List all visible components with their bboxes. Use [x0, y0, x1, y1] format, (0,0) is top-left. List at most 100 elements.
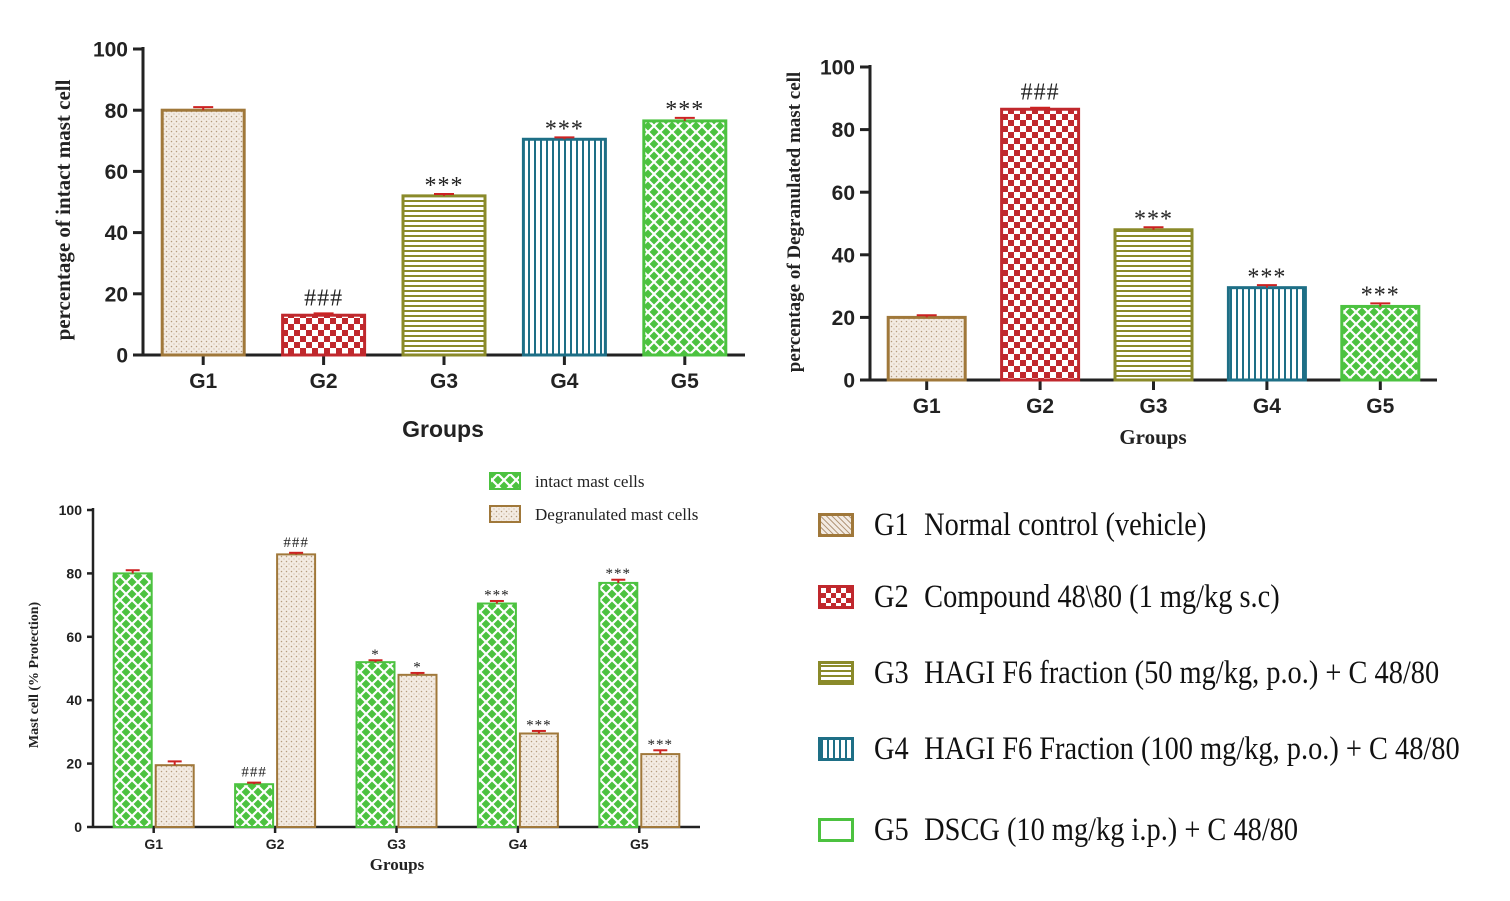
y-tick-label: 80: [105, 100, 128, 123]
chart-1: 0 20 40 60 80 100 G1 G2 G3 G4 G5 ### *** *** *** Groups…: [51, 39, 745, 442]
bar-g3: [1113, 228, 1194, 382]
x-tick-label: G5: [1366, 395, 1394, 418]
significance-label: ###: [1021, 80, 1060, 106]
y-tick-label: 60: [66, 629, 82, 645]
x-tick-label: G5: [671, 370, 699, 393]
bar-intact-g2: [234, 783, 275, 829]
significance-label: ***: [1361, 283, 1400, 309]
y-tick-label: 100: [59, 502, 83, 518]
x-tick-label: G3: [387, 836, 406, 852]
x-tick-label: G5: [630, 836, 649, 852]
y-tick-label: 100: [93, 39, 128, 62]
y-axis-title: Mast cell (% Protection): [27, 602, 42, 749]
bar-intact-g5: [598, 581, 639, 828]
bar-degranulated-g5: [640, 753, 681, 829]
significance-label: ###: [283, 535, 309, 551]
legend-code: G2: [874, 578, 909, 615]
significance-label: ###: [304, 285, 343, 311]
bar-degranulated-g2: [276, 553, 317, 828]
significance-label: *: [371, 647, 380, 663]
bar-degranulated-g1: [154, 764, 195, 828]
x-tick-label: G1: [913, 395, 941, 418]
legend-code: G5: [874, 811, 909, 848]
bar-g1: [160, 108, 246, 357]
bar-g2: [1000, 107, 1081, 382]
legend-swatch-g1: [818, 513, 854, 537]
legend-swatch-degranulated: [489, 505, 521, 523]
x-tick-label: G2: [266, 836, 285, 852]
legend-code: G3: [874, 654, 909, 691]
legend-swatch-g5: [818, 818, 854, 842]
bar-g3: [401, 194, 487, 357]
x-tick-label: G3: [430, 370, 458, 393]
legend-label: HAGI F6 fraction (50 mg/kg, p.o.) + C 48…: [924, 654, 1440, 691]
legend-item-g2: G2 Compound 48\80 (1 mg/kg s.c): [818, 577, 1346, 617]
bar-intact-g4: [476, 602, 517, 829]
significance-label: ***: [526, 717, 552, 733]
significance-label: ***: [665, 97, 704, 123]
y-tick-label: 0: [74, 819, 82, 835]
significance-label: ***: [606, 566, 632, 582]
bar-intact-g1: [112, 572, 153, 829]
significance-label: ***: [545, 117, 584, 143]
legend-label: HAGI F6 Fraction (100 mg/kg, p.o.) + C 4…: [924, 730, 1460, 767]
x-axis-title: Groups: [402, 416, 484, 442]
y-tick-label: 40: [832, 244, 855, 267]
x-tick-label: G4: [509, 836, 528, 852]
bar-intact-g3: [355, 661, 396, 828]
x-axis-title: Groups: [1119, 425, 1186, 449]
significance-label: ***: [425, 173, 464, 199]
x-tick-label: G2: [1026, 395, 1054, 418]
bar-g5: [642, 119, 728, 357]
bar-g2: [281, 313, 367, 357]
x-tick-label: G4: [1253, 395, 1281, 418]
x-axis-title: Groups: [370, 855, 425, 874]
y-tick-label: 60: [105, 161, 128, 184]
y-tick-label: 100: [820, 57, 855, 80]
legend-swatch-g4: [818, 737, 854, 761]
x-tick-label: G3: [1139, 395, 1167, 418]
legend-swatch-intact: [489, 472, 521, 490]
y-axis-title: percentage of intact mast cell: [51, 79, 75, 340]
y-tick-label: 0: [116, 345, 128, 368]
legend-label: Normal control (vehicle): [924, 506, 1207, 543]
significance-label: ###: [241, 765, 267, 781]
bar-g4: [1226, 286, 1307, 382]
bar-degranulated-g4: [518, 732, 559, 828]
y-tick-label: 20: [66, 756, 82, 772]
legend-label: Compound 48\80 (1 mg/kg s.c): [924, 578, 1280, 615]
y-tick-label: 40: [105, 222, 128, 245]
legend-item-g4: G4 HAGI F6 Fraction (100 mg/kg, p.o.) + C…: [818, 729, 1510, 769]
legend-item-g1: G1 Normal control (vehicle): [818, 505, 1260, 545]
legend-label: DSCG (10 mg/kg i.p.) + C 48/80: [924, 811, 1299, 848]
legend-swatch-g2: [818, 585, 854, 609]
legend-item-g5: G5 DSCG (10 mg/kg i.p.) + C 48/80: [818, 810, 1367, 850]
y-axis-title: percentage of Degranulated mast cell: [784, 72, 805, 372]
bar-g4: [521, 137, 607, 357]
significance-label: ***: [1247, 264, 1286, 290]
bar-g5: [1340, 304, 1421, 382]
legend-item-g3: G3 HAGI F6 fraction (50 mg/kg, p.o.) + C …: [818, 653, 1510, 693]
significance-label: ***: [648, 737, 674, 753]
significance-label: *: [413, 659, 422, 675]
legend-swatch-g3: [818, 661, 854, 685]
chart-3-legend: intact mast cells Degranulated mast cells: [489, 472, 698, 524]
x-tick-label: G4: [550, 370, 578, 393]
y-tick-label: 40: [66, 692, 82, 708]
legend-code: G4: [874, 730, 909, 767]
x-tick-label: G2: [310, 370, 338, 393]
chart-2: 0 20 40 60 80 100 G1 G2 G3 G4 G5 ### *** *** *** Groups…: [784, 57, 1437, 449]
y-tick-label: 80: [832, 119, 855, 142]
y-tick-label: 60: [832, 182, 855, 205]
y-tick-label: 0: [843, 370, 855, 393]
significance-label: ***: [484, 587, 510, 603]
x-tick-label: G1: [144, 836, 163, 852]
x-tick-label: G1: [189, 370, 217, 393]
legend-label-degranulated: Degranulated mast cells: [535, 505, 698, 524]
bar-g1: [886, 315, 967, 382]
y-tick-label: 80: [66, 565, 82, 581]
significance-label: ***: [1134, 206, 1173, 232]
legend-code: G1: [874, 506, 909, 543]
legend-label-intact: intact mast cells: [535, 472, 645, 491]
